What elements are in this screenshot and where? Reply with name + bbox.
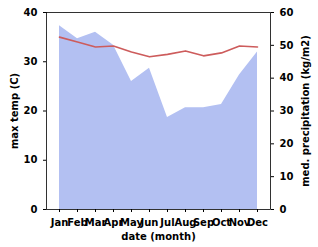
- svg-text:May: May: [120, 216, 143, 228]
- svg-text:40: 40: [280, 72, 294, 83]
- svg-text:20: 20: [280, 138, 294, 149]
- svg-text:30: 30: [24, 56, 38, 67]
- svg-text:Aug: Aug: [174, 216, 197, 228]
- svg-text:0: 0: [31, 204, 38, 215]
- svg-text:date (month): date (month): [121, 231, 195, 242]
- svg-text:Jun: Jun: [140, 217, 159, 228]
- svg-text:10: 10: [24, 154, 38, 165]
- svg-text:Jan: Jan: [50, 217, 69, 228]
- svg-text:Oct: Oct: [211, 216, 232, 228]
- svg-text:Sep: Sep: [193, 217, 214, 228]
- svg-text:Nov: Nov: [228, 216, 251, 228]
- svg-text:60: 60: [280, 7, 294, 18]
- svg-text:50: 50: [280, 40, 294, 51]
- svg-text:Apr: Apr: [103, 216, 124, 228]
- svg-text:0: 0: [280, 204, 287, 215]
- svg-text:med. precipitation (kg/m2): med. precipitation (kg/m2): [300, 35, 311, 187]
- svg-text:max temp (C): max temp (C): [9, 73, 20, 149]
- svg-text:Dec: Dec: [247, 217, 268, 228]
- svg-text:10: 10: [280, 171, 294, 182]
- svg-text:Mar: Mar: [84, 216, 107, 228]
- svg-text:20: 20: [24, 105, 38, 116]
- svg-text:Jul: Jul: [159, 217, 174, 228]
- svg-text:40: 40: [24, 7, 38, 18]
- svg-text:30: 30: [280, 105, 294, 116]
- svg-text:Feb: Feb: [67, 216, 88, 228]
